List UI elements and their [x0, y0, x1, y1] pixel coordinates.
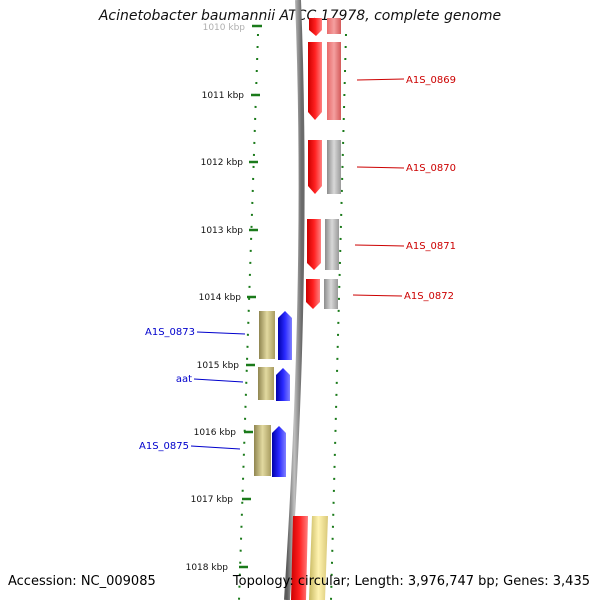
leader-line: [356, 78, 405, 81]
gene-label-a1s-0872: A1S_0872: [404, 291, 454, 302]
leader-line: [354, 244, 405, 247]
gene-label-a1s-0870: A1S_0870: [406, 163, 456, 174]
gene-arrow: [309, 18, 322, 36]
gene-block-a1s-0875: [254, 425, 271, 476]
gene-arrow-a1s-0870: [308, 140, 322, 194]
tick-label: 1012 kbp: [201, 158, 244, 168]
gene-label-a1s-0869: A1S_0869: [406, 75, 456, 86]
genome-summary-text: Topology: circular; Length: 3,976,747 bp…: [232, 574, 590, 589]
accession-text: Accession: NC_009085: [8, 574, 156, 589]
tick-label: 1017 kbp: [191, 495, 234, 505]
tick-label: 1016 kbp: [194, 428, 237, 438]
gene-block: [327, 18, 341, 34]
leader-line: [352, 294, 403, 297]
right-gene-labels: A1S_0869 A1S_0870 A1S_0871 A1S_0872: [352, 75, 456, 302]
gene-arrow-a1s-0872: [306, 279, 320, 309]
leader-line: [356, 166, 405, 169]
gene-block-a1s-0872: [324, 279, 338, 309]
gene-block-aat: [258, 367, 274, 400]
leader-line: [193, 378, 244, 383]
gene-block: [309, 516, 328, 600]
gene-label-a1s-0871: A1S_0871: [406, 241, 456, 252]
gene-label-a1s-0875: A1S_0875: [139, 441, 189, 452]
gene-arrow-a1s-0875: [272, 426, 286, 477]
tick-label: 1013 kbp: [201, 226, 244, 236]
gene-block-a1s-0869: [327, 42, 341, 120]
tick-label: 1011 kbp: [202, 91, 245, 101]
tick-label: 1018 kbp: [186, 563, 229, 573]
left-guide-line: [238, 33, 259, 600]
leader-line: [190, 445, 241, 450]
tick-label: 1010 kbp: [203, 23, 246, 33]
gene-arrow-aat: [276, 368, 290, 401]
tick-labels: 1010 kbp 1011 kbp 1012 kbp 1013 kbp 1014…: [186, 23, 246, 573]
genome-backbone: [284, 0, 305, 600]
gene-label-a1s-0873: A1S_0873: [145, 327, 195, 338]
tick-label: 1015 kbp: [197, 361, 240, 371]
tick-marks: [239, 24, 262, 569]
leader-line: [196, 331, 246, 335]
gene-arrow-a1s-0871: [307, 219, 321, 270]
gene-block-a1s-0870: [327, 140, 341, 194]
gene-label-aat: aat: [176, 374, 192, 385]
gene-block-a1s-0873: [259, 311, 275, 359]
gene-arrow-a1s-0869: [308, 42, 322, 120]
gene-arrow-a1s-0873: [278, 311, 292, 360]
tick-label: 1014 kbp: [199, 293, 242, 303]
gene-block-a1s-0871: [325, 219, 339, 270]
gene-arrow: [291, 516, 308, 600]
left-gene-labels: A1S_0873 aat A1S_0875: [139, 327, 246, 452]
